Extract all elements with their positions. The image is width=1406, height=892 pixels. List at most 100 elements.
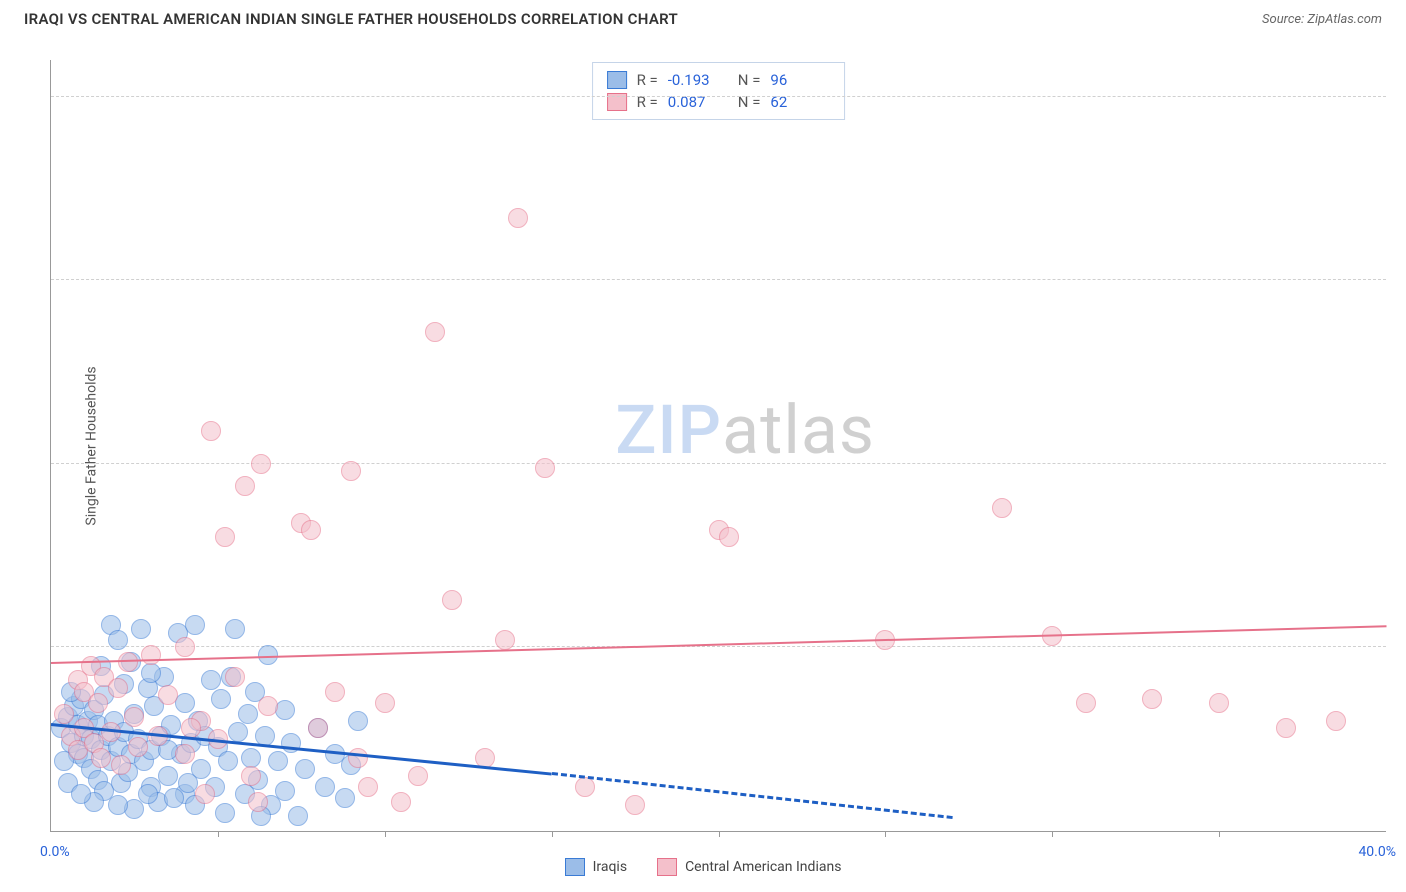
series-swatch — [565, 858, 585, 876]
data-point-iraqis — [218, 751, 238, 771]
data-point-cai — [992, 498, 1012, 518]
data-point-iraqis — [288, 806, 308, 826]
gridline — [51, 279, 1386, 280]
data-point-cai — [1076, 693, 1096, 713]
stats-row-iraqis: R = -0.193 N = 96 — [607, 69, 831, 91]
data-point-cai — [375, 693, 395, 713]
data-point-iraqis — [108, 795, 128, 815]
data-point-iraqis — [158, 766, 178, 786]
n-label: N = — [738, 71, 761, 89]
series-swatch — [607, 71, 627, 89]
x-tick-mark — [885, 831, 886, 837]
data-point-iraqis — [141, 663, 161, 683]
y-tick-label: 10.0% — [1396, 440, 1406, 456]
data-point-iraqis — [211, 689, 231, 709]
gridline — [51, 96, 1386, 97]
data-point-cai — [1142, 689, 1162, 709]
data-point-cai — [175, 744, 195, 764]
data-point-cai — [241, 766, 261, 786]
data-point-cai — [158, 685, 178, 705]
data-point-iraqis — [225, 619, 245, 639]
data-point-cai — [235, 476, 255, 496]
y-tick-label: 20.0% — [1396, 73, 1406, 89]
data-point-cai — [308, 718, 328, 738]
data-point-cai — [141, 645, 161, 665]
data-point-cai — [215, 527, 235, 547]
data-point-iraqis — [185, 615, 205, 635]
regression-line — [551, 772, 952, 819]
x-tick-mark — [218, 831, 219, 837]
data-point-iraqis — [215, 803, 235, 823]
legend-item-iraqis: Iraqis — [565, 858, 627, 876]
data-point-cai — [495, 630, 515, 650]
r-label: R = — [637, 71, 658, 89]
x-tick-mark — [385, 831, 386, 837]
data-point-cai — [111, 755, 131, 775]
data-point-iraqis — [348, 711, 368, 731]
data-point-iraqis — [258, 645, 278, 665]
series-legend: Iraqis Central American Indians — [0, 858, 1406, 876]
plot-region: ZIPatlas R =-0.193N =96R =0.087N =62 5.0… — [50, 60, 1386, 832]
data-point-iraqis — [335, 788, 355, 808]
data-point-cai — [391, 792, 411, 812]
data-point-iraqis — [238, 704, 258, 724]
x-tick-mark — [552, 831, 553, 837]
watermark-zip: ZIP — [615, 390, 722, 470]
data-point-cai — [1326, 711, 1346, 731]
data-point-cai — [719, 527, 739, 547]
data-point-cai — [108, 678, 128, 698]
data-point-cai — [348, 748, 368, 768]
data-point-cai — [341, 461, 361, 481]
data-point-cai — [1209, 693, 1229, 713]
data-point-cai — [258, 696, 278, 716]
data-point-cai — [625, 795, 645, 815]
data-point-iraqis — [164, 788, 184, 808]
data-point-cai — [248, 792, 268, 812]
y-tick-label: 15.0% — [1396, 256, 1406, 272]
data-point-iraqis — [71, 784, 91, 804]
data-point-cai — [301, 520, 321, 540]
data-point-cai — [195, 784, 215, 804]
data-point-cai — [508, 208, 528, 228]
data-point-iraqis — [201, 670, 221, 690]
data-point-cai — [442, 590, 462, 610]
data-point-cai — [88, 693, 108, 713]
legend-item-cai: Central American Indians — [657, 858, 841, 876]
data-point-iraqis — [228, 722, 248, 742]
data-point-cai — [118, 652, 138, 672]
data-point-cai — [251, 454, 271, 474]
data-point-iraqis — [241, 748, 261, 768]
data-point-iraqis — [295, 759, 315, 779]
data-point-cai — [575, 777, 595, 797]
data-point-iraqis — [275, 781, 295, 801]
chart-area: Single Father Households ZIPatlas R =-0.… — [50, 60, 1386, 832]
data-point-iraqis — [108, 630, 128, 650]
series-swatch — [657, 858, 677, 876]
data-point-cai — [54, 704, 74, 724]
data-point-cai — [1276, 718, 1296, 738]
data-point-cai — [535, 458, 555, 478]
data-point-cai — [91, 748, 111, 768]
gridline — [51, 646, 1386, 647]
x-tick-mark — [1052, 831, 1053, 837]
r-value: -0.193 — [668, 71, 728, 89]
x-tick-mark — [1219, 831, 1220, 837]
n-value: 96 — [770, 71, 830, 89]
data-point-cai — [124, 707, 144, 727]
data-point-cai — [358, 777, 378, 797]
data-point-cai — [408, 766, 428, 786]
chart-source: Source: ZipAtlas.com — [1262, 12, 1382, 27]
data-point-iraqis — [131, 619, 151, 639]
watermark: ZIPatlas — [615, 390, 875, 470]
chart-header: IRAQI VS CENTRAL AMERICAN INDIAN SINGLE … — [0, 0, 1406, 36]
stats-row-cai: R =0.087N =62 — [607, 91, 831, 113]
watermark-atlas: atlas — [722, 390, 875, 470]
data-point-cai — [225, 667, 245, 687]
data-point-cai — [128, 737, 148, 757]
data-point-cai — [325, 682, 345, 702]
data-point-cai — [201, 421, 221, 441]
legend-label: Iraqis — [593, 859, 627, 875]
data-point-iraqis — [315, 777, 335, 797]
data-point-cai — [425, 322, 445, 342]
chart-title: IRAQI VS CENTRAL AMERICAN INDIAN SINGLE … — [24, 10, 678, 28]
